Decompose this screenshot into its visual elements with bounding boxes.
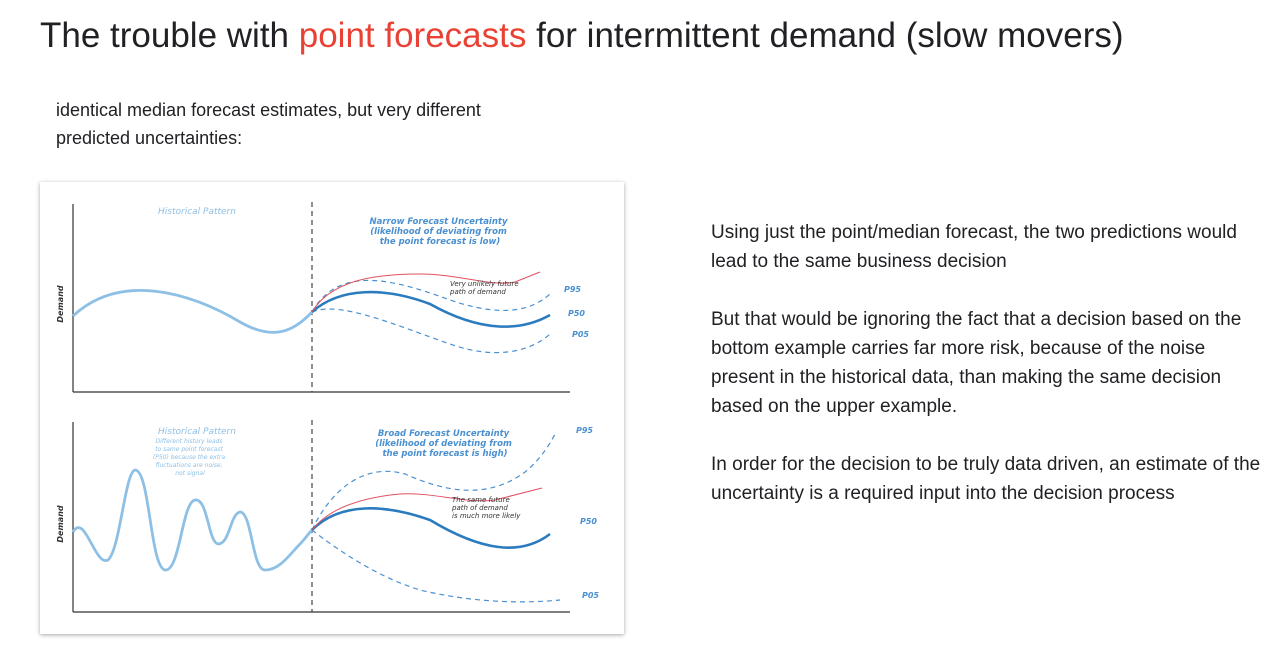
bottom-history-note-line-2: to same point forecast — [155, 446, 223, 453]
bottom-p50-curve — [311, 507, 551, 549]
bottom-future-path — [311, 487, 543, 531]
top-p95-label: P95 — [564, 285, 581, 294]
forecast-uncertainty-figure: Demand Historical Pattern Narrow Forecas… — [40, 182, 624, 634]
top-p05-band — [311, 308, 551, 354]
top-p50-label: P50 — [568, 309, 585, 318]
bottom-history-curve — [71, 468, 314, 572]
bottom-y-label: Demand — [56, 505, 65, 542]
bottom-history-label: Historical Pattern — [158, 427, 236, 437]
bottom-p95-band — [311, 433, 556, 531]
top-uncertainty-title: Narrow Forecast Uncertainty (likelihood … — [370, 217, 511, 247]
figure-svg: Demand Historical Pattern Narrow Forecas… — [56, 202, 599, 613]
top-panel: Demand Historical Pattern Narrow Forecas… — [56, 202, 589, 393]
bottom-history-note-line-3: (P50) because the extra — [153, 454, 226, 461]
bottom-p05-label: P05 — [582, 591, 599, 600]
top-uncertainty-line-1: Narrow Forecast Uncertainty — [370, 217, 508, 227]
top-history-label: Historical Pattern — [158, 207, 236, 217]
bottom-uncertainty-title: Broad Forecast Uncertainty (likelihood o… — [375, 429, 515, 459]
bottom-p95-label: P95 — [576, 426, 593, 435]
title-post: for intermittent demand (slow movers) — [526, 16, 1124, 55]
bottom-uncertainty-line-1: Broad Forecast Uncertainty — [378, 429, 510, 439]
bottom-future-label: The same future path of demand is much m… — [451, 496, 521, 520]
top-p05-label: P05 — [572, 330, 589, 339]
top-uncertainty-line-2: (likelihood of deviating from — [370, 227, 507, 237]
title-highlight: point forecasts — [298, 16, 527, 55]
explanation-paragraph-3: In order for the decision to be truly da… — [711, 454, 1261, 504]
explanation-text: Using just the point/median forecast, th… — [711, 218, 1271, 537]
bottom-history-note-line-5: not signal — [175, 470, 205, 477]
bottom-future-label-line-2: path of demand — [451, 504, 508, 512]
bottom-uncertainty-line-3: the point forecast is high) — [382, 449, 507, 459]
bottom-p05-band — [311, 529, 561, 603]
bottom-panel: Demand Historical Pattern Different hist… — [56, 420, 599, 613]
top-y-label: Demand — [56, 285, 65, 322]
bottom-future-label-line-1: The same future — [452, 496, 510, 504]
top-p50-curve — [311, 290, 551, 328]
top-future-label: Very unlikely future path of demand — [449, 280, 521, 296]
bottom-future-label-line-3: is much more likely — [452, 512, 521, 520]
top-p95-band — [311, 279, 551, 313]
title-pre: The trouble with — [40, 16, 299, 55]
bottom-uncertainty-line-2: (likelihood of deviating from — [375, 439, 512, 449]
top-future-label-line-2: path of demand — [449, 288, 506, 296]
explanation-paragraph-2: But that would be ignoring the fact that… — [711, 309, 1242, 417]
bottom-history-note-line-1: Different history leads — [156, 438, 223, 445]
bottom-history-note-line-4: fluctuations are noise, — [156, 462, 223, 469]
top-uncertainty-line-3: the point forecast is low) — [380, 237, 501, 247]
top-history-curve — [72, 289, 314, 334]
top-future-label-line-1: Very unlikely future — [450, 280, 519, 288]
bottom-p50-label: P50 — [580, 517, 597, 526]
bottom-history-note: Different history leads to same point fo… — [153, 438, 227, 477]
top-future-path — [311, 271, 541, 313]
slide-title: The trouble with point forecasts for int… — [40, 16, 1124, 56]
explanation-paragraph-1: Using just the point/median forecast, th… — [711, 222, 1237, 272]
slide-subtitle: identical median forecast estimates, but… — [56, 100, 481, 148]
